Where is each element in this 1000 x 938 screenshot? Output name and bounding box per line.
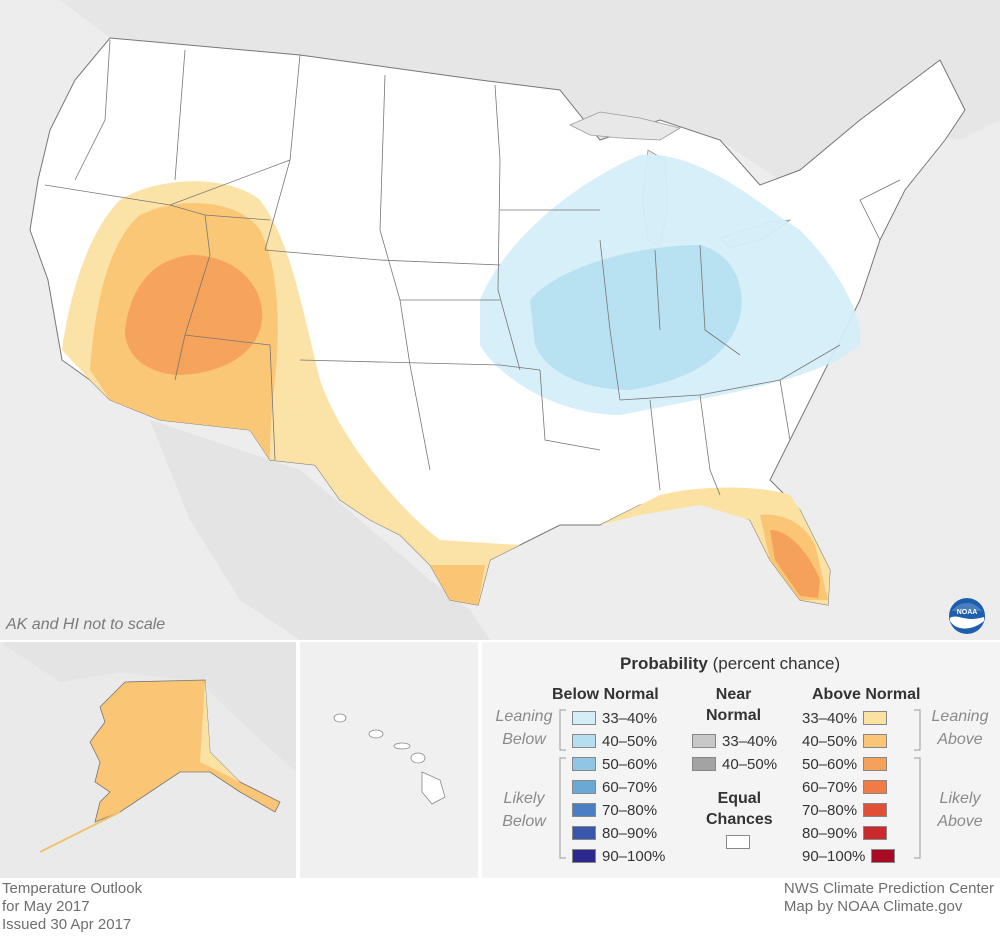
alaska-inset [0,642,296,878]
below-swatch [572,757,596,771]
above-label: 40–50% [802,732,858,750]
canada-land [60,0,1000,180]
below-label: 60–70% [602,778,658,796]
below-row: 50–60% [572,755,657,773]
below-heading: Below Normal [552,686,659,703]
alaska-land [89,679,281,823]
noaa-logo: NOAA [949,598,985,634]
below-swatch [572,803,596,817]
above-row: 60–70% [802,778,888,796]
likely-above-label: Likely Above [937,790,983,830]
state-boundaries [44,39,901,496]
above-texas-40-50 [430,565,485,605]
legend: Probability (percent chance) Below Norma… [482,642,1000,878]
svg-text:NOAA: NOAA [957,609,978,616]
below-label: 80–90% [602,824,658,842]
kauai [333,713,347,723]
above-row: 70–80% [802,801,888,819]
near-label: 33–40% [722,732,778,750]
below-row: 70–80% [572,801,657,819]
above-row: 33–40% [802,709,888,727]
below-row: 33–40% [572,709,657,727]
below-label: 33–40% [602,709,658,727]
below-label: 50–60% [602,755,658,773]
below-leaning-40-50 [530,245,742,390]
molokai [393,742,411,750]
near-swatch [692,757,716,771]
below-row: 80–90% [572,824,657,842]
above-swatch [863,734,888,748]
below-swatch [572,780,596,794]
near-swatch [692,734,716,748]
alaska-map [0,642,296,878]
below-row: 60–70% [572,778,657,796]
above-west-50-60 [125,255,263,375]
above-row: 90–100% [802,847,896,865]
equal-chances-swatch [726,835,750,849]
equal-chances-heading: Equal Chances [706,790,773,828]
below-label: 40–50% [602,732,658,750]
likely-below-label: Likely Below [502,790,546,830]
above-florida-50-60 [770,530,820,598]
below-label: 70–80% [602,801,658,819]
hawaii-inset [300,642,478,878]
below-swatch [572,711,596,725]
above-row: 80–90% [802,824,888,842]
above-label: 33–40% [802,709,858,727]
footer-right: NWS Climate Prediction Center Map by NOAA… [783,880,994,915]
near-heading: Near Normal [706,686,762,724]
legend-brackets [559,709,921,859]
hawaii-map [300,642,478,878]
leaning-above-label: Leaning Above [931,708,989,748]
below-row: 90–100% [572,847,665,865]
near-row: 33–40% [692,732,777,750]
lake-superior [569,111,682,141]
above-swatch [863,780,888,794]
above-label: 90–100% [802,847,866,865]
above-swatch [863,711,888,725]
mexico-land [150,420,490,640]
below-swatch [572,826,596,840]
above-heading: Above Normal [812,686,921,703]
above-row: 50–60% [802,755,888,773]
below-label: 90–100% [602,847,666,865]
maui [410,752,426,764]
leaning-below-label: Leaning Below [495,708,553,748]
above-label: 80–90% [802,824,858,842]
above-swatch [863,826,888,840]
above-swatch [863,803,888,817]
above-label: 70–80% [802,801,858,819]
conus-map [0,0,1000,640]
footer-left: Temperature Outlook for May 2017 Issued 30… [2,880,143,933]
above-row: 40–50% [802,732,888,750]
near-label: 40–50% [722,755,778,773]
above-swatch [863,757,888,771]
hawaii-big-island [421,771,446,805]
above-label: 50–60% [802,755,858,773]
below-swatch [572,849,596,863]
above-swatch [871,849,896,863]
above-label: 60–70% [802,778,858,796]
below-row: 40–50% [572,732,657,750]
oahu [368,729,384,739]
scale-note: AK and HI not to scale [6,616,166,633]
near-row: 40–50% [692,755,777,773]
below-swatch [572,734,596,748]
legend-title: Probability (percent chance) [620,654,841,673]
